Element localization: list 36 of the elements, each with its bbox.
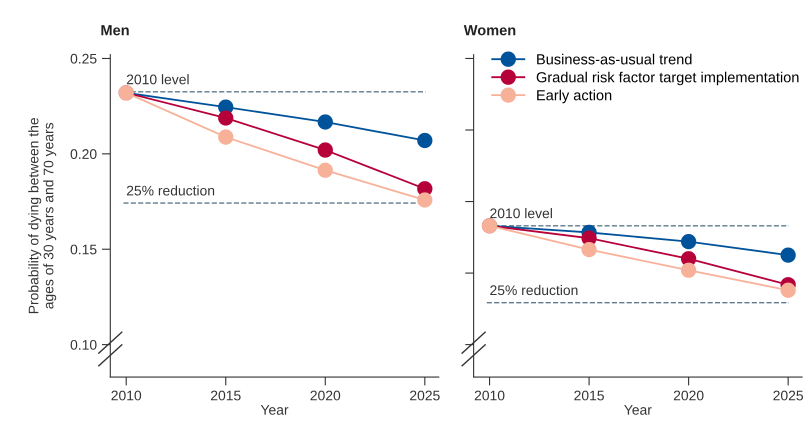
point [680, 234, 696, 250]
x-tick-label: 2010 [474, 390, 504, 400]
legend-label: Gradual risk factor target implementation [536, 72, 798, 86]
x-tick-label: 2015 [574, 390, 604, 400]
legend-label: Business-as-usual trend [537, 54, 692, 64]
ref-line-label: 25% reduction [126, 185, 214, 196]
y-tick-label: 0.15 [70, 244, 97, 254]
x-tick-label: 2020 [310, 390, 340, 400]
point [417, 192, 432, 208]
x-axis-title: Year [624, 405, 652, 415]
x-tick-label: 2015 [211, 390, 241, 400]
x-tick-label: 2025 [410, 390, 440, 400]
y-tick-label: 0.20 [70, 149, 97, 160]
ref-line-label: 2010 level [126, 74, 189, 84]
point [218, 129, 234, 145]
point [780, 282, 796, 298]
point [318, 162, 333, 178]
y-tick-label: 0.25 [70, 54, 97, 64]
point [581, 242, 597, 258]
point [417, 132, 432, 148]
point [318, 114, 333, 130]
x-tick-label: 2025 [773, 390, 804, 400]
point [218, 110, 234, 126]
ref-line-label: 25% reduction [490, 284, 578, 296]
ref-line-label: 2010 level [490, 208, 552, 218]
y-tick-label: 0.10 [70, 340, 97, 350]
x-tick-label: 2020 [674, 390, 704, 400]
chart-title: Women [464, 25, 516, 36]
legend-label: Early action [537, 90, 612, 104]
y-axis-title: Probability of dying between the ages of 30 years and 70 years [28, 118, 56, 314]
point [680, 262, 696, 278]
point [780, 248, 796, 263]
chart-title: Men [101, 25, 129, 36]
point [318, 142, 333, 158]
x-axis-title: Year [260, 405, 288, 415]
x-tick-label: 2010 [111, 390, 142, 400]
